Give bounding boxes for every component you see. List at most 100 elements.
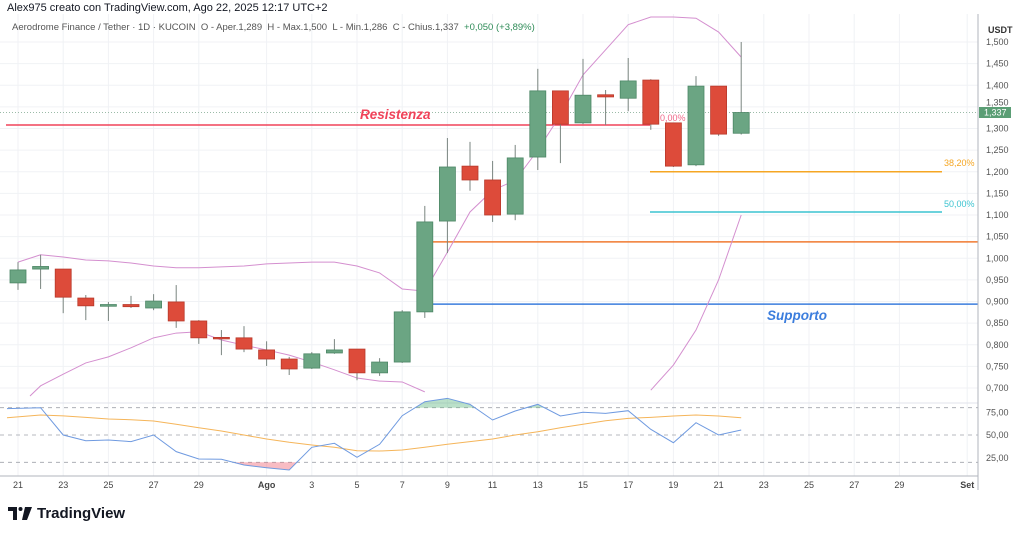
candle-body <box>212 336 230 340</box>
price-tick-label: 1,150 <box>986 188 1009 198</box>
time-tick-label: 17 <box>623 480 633 490</box>
price-tick-label: 1,250 <box>986 145 1009 155</box>
candle-body <box>506 157 524 215</box>
rsi-line <box>6 397 742 471</box>
logo-text: TradingView <box>37 505 126 522</box>
time-tick-label: 11 <box>488 480 497 490</box>
fib-50-label: 50,00% <box>944 199 975 209</box>
rsi-tick-label: 50,00 <box>986 430 1009 440</box>
time-tick-label: Ago <box>258 480 276 490</box>
time-tick-label: 27 <box>849 480 859 490</box>
candle-body <box>665 122 682 167</box>
time-tick-label: 19 <box>668 480 678 490</box>
grid <box>0 14 978 476</box>
resistance-label: Resistenza <box>360 107 431 122</box>
bollinger-bands <box>17 16 742 397</box>
candle-body <box>529 90 547 158</box>
candle-body <box>732 112 750 134</box>
time-tick-label: 21 <box>13 480 23 490</box>
time-tick-label: 21 <box>714 480 724 490</box>
time-tick-label: 25 <box>103 480 113 490</box>
time-tick-label: 13 <box>533 480 543 490</box>
rsi-overbought-fill <box>415 398 475 408</box>
candle-body <box>552 90 569 125</box>
candle-body <box>77 297 95 307</box>
candle-body <box>687 85 705 166</box>
candle-body <box>54 268 72 298</box>
legend-change: +0,050 (+3,89%) <box>464 22 535 33</box>
price-tick-label: 1,200 <box>986 167 1009 177</box>
price-tick-label: 1,500 <box>986 37 1009 47</box>
legend-open: O - Aper.1,289 <box>200 22 263 33</box>
candle-body <box>303 353 321 369</box>
time-tick-label: 29 <box>194 480 204 490</box>
candle-body <box>167 301 185 322</box>
last-price-label: 1,337 <box>984 108 1007 118</box>
time-tick-label: 23 <box>759 480 769 490</box>
candle-body <box>190 320 208 339</box>
bollinger-lower <box>29 331 426 397</box>
symbol-name: Aerodrome Finance / Tether · 1D · KUCOIN <box>12 22 196 33</box>
time-tick-label: 3 <box>309 480 314 490</box>
price-tick-label: 1,450 <box>986 59 1009 69</box>
candles <box>9 42 750 381</box>
candle-body <box>461 165 479 181</box>
price-tick-label: 1,350 <box>986 97 1009 107</box>
time-tick-label: 27 <box>149 480 159 490</box>
candle-body <box>438 166 456 222</box>
candle-body <box>9 269 27 284</box>
time-tick-label: 15 <box>578 480 588 490</box>
last-price-badge <box>979 106 1011 118</box>
bollinger-upper <box>17 16 742 292</box>
candle-body <box>145 300 163 309</box>
time-tick-label: 23 <box>58 480 68 490</box>
legend-close: C - Chius.1,337 <box>392 22 459 33</box>
candle-body <box>100 304 117 307</box>
candle-body <box>597 94 614 98</box>
price-tick-label: 0,700 <box>986 383 1009 393</box>
candle-body <box>642 79 660 125</box>
price-tick-label: 0,750 <box>986 361 1009 371</box>
price-tick-label: 0,850 <box>986 318 1009 328</box>
legend-low: L - Min.1,286 <box>332 22 388 33</box>
support-label: Supporto <box>767 308 827 323</box>
tradingview-logo-icon <box>8 507 32 520</box>
bollinger-lower <box>650 214 742 391</box>
candle-body <box>371 361 389 374</box>
candle-body <box>325 349 343 354</box>
candle-body <box>574 94 592 124</box>
price-tick-label: 1,000 <box>986 253 1009 263</box>
level-labels: Resistenza Supporto 0,00% 38,20% 50,00% … <box>360 25 1013 323</box>
candle-body <box>393 311 411 363</box>
tradingview-logo[interactable]: TradingView <box>8 505 125 522</box>
candle-body <box>619 80 637 99</box>
rsi-pane <box>0 397 978 471</box>
price-tick-label: 1,300 <box>986 124 1009 134</box>
candle-body <box>235 337 253 350</box>
time-tick-label: 7 <box>400 480 405 490</box>
candle-body <box>348 348 366 374</box>
candle-body <box>416 221 434 313</box>
fib-382-label: 38,20% <box>944 158 975 168</box>
fib-0-label: 0,00% <box>660 113 686 123</box>
time-tick-label: 25 <box>804 480 814 490</box>
candle-body <box>484 179 502 216</box>
legend-high: H - Max.1,500 <box>267 22 328 33</box>
price-tick-label: 0,900 <box>986 297 1009 307</box>
price-tick-label: 0,950 <box>986 275 1009 285</box>
price-tick-label: 0,800 <box>986 340 1009 350</box>
time-tick-label: 29 <box>894 480 904 490</box>
time-tick-label: Set <box>960 480 974 490</box>
attribution-header: Alex975 creato con TradingView.com, Ago … <box>7 2 328 14</box>
candle-body <box>280 358 298 370</box>
rsi-tick-label: 25,00 <box>986 453 1009 463</box>
price-tick-label: 1,100 <box>986 210 1009 220</box>
axes: 1,500 1,450 1,400 1,350 1,300 1,250 1,200 1,150… <box>0 14 1011 490</box>
price-tick-label: 1,400 <box>986 80 1009 90</box>
price-tick-label: 1,050 <box>986 232 1009 242</box>
rsi-oversold-fill <box>233 462 297 471</box>
candle-body <box>258 349 276 360</box>
candle-body <box>32 266 49 270</box>
time-tick-label: 5 <box>354 480 359 490</box>
